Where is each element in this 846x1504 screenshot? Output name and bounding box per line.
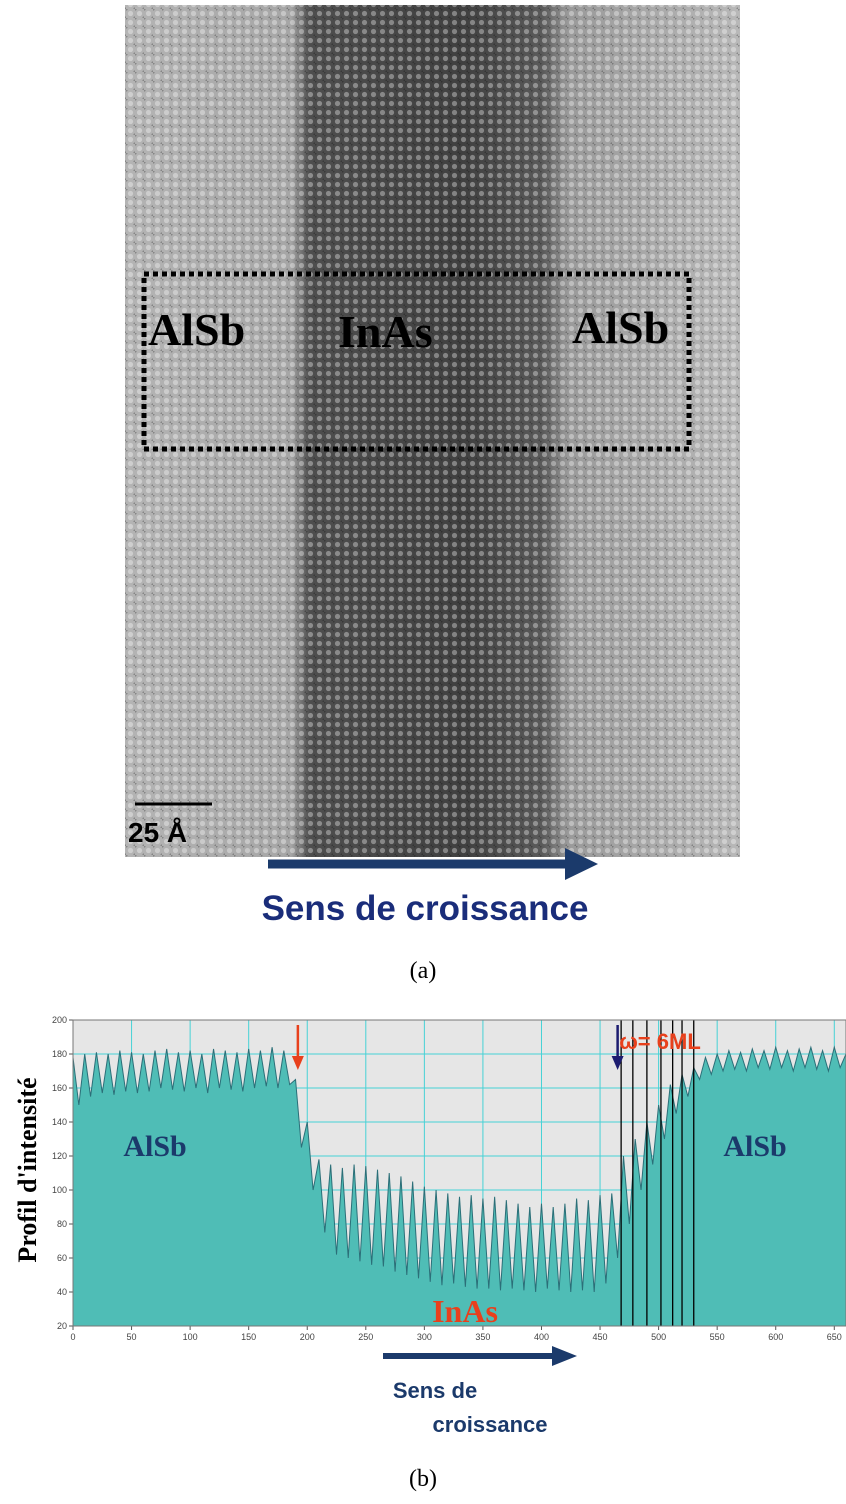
x-tick-label: 150	[241, 1332, 256, 1342]
direction-label: Sens de	[393, 1378, 477, 1403]
y-tick-label: 160	[52, 1083, 67, 1093]
width-label: ω= 6ML	[619, 1029, 701, 1054]
lattice-texture	[125, 5, 740, 857]
layer-label: AlSb	[148, 304, 245, 355]
y-tick-label: 100	[52, 1185, 67, 1195]
arrow-head	[565, 848, 598, 880]
marker-arrow-head	[291, 1056, 304, 1070]
x-tick-label: 400	[534, 1332, 549, 1342]
marker-arrow-head	[611, 1056, 624, 1070]
x-tick-label: 100	[183, 1332, 198, 1342]
chart: 20 40 60 80 100 120 140 160 180 200 0 50 100 150 200 25…	[13, 1015, 846, 1492]
layer-label: InAs	[338, 306, 433, 357]
arrow-head	[552, 1346, 577, 1366]
panel-label: (a)	[410, 958, 437, 984]
region-label: InAs	[432, 1293, 498, 1329]
x-tick-label: 200	[300, 1332, 315, 1342]
layer-label: AlSb	[572, 302, 669, 353]
y-tick-label: 60	[57, 1253, 67, 1263]
y-tick-label: 140	[52, 1117, 67, 1127]
x-tick-label: 350	[475, 1332, 490, 1342]
x-tick-label: 650	[827, 1332, 842, 1342]
panel-label: (b)	[409, 1466, 437, 1492]
profile-line	[72, 1045, 846, 1293]
region-label: AlSb	[123, 1130, 186, 1163]
y-tick-label: 40	[57, 1287, 67, 1297]
x-tick-label: 600	[768, 1332, 783, 1342]
plot-frame	[72, 1019, 846, 1327]
x-tick-label: 300	[417, 1332, 432, 1342]
x-tick-label: 250	[358, 1332, 373, 1342]
selection-box	[141, 271, 692, 452]
x-tick-label: 0	[70, 1332, 75, 1342]
y-tick-label: 200	[52, 1015, 67, 1025]
x-tick-label: 500	[651, 1332, 666, 1342]
caption: Sens de croissance	[262, 889, 589, 928]
y-tick-label: 80	[57, 1219, 67, 1229]
x-tick-label: 550	[710, 1332, 725, 1342]
direction-label: croissance	[433, 1412, 548, 1437]
x-tick-label: 450	[593, 1332, 608, 1342]
area	[73, 1047, 846, 1326]
y-tick-label: 20	[57, 1321, 67, 1331]
y-tick-label: 180	[52, 1049, 67, 1059]
scale-label: 25 Å	[128, 817, 187, 848]
y-tick-label: 120	[52, 1151, 67, 1161]
region-label: AlSb	[723, 1130, 786, 1163]
y-axis-label: Profil d'intensité	[13, 1077, 42, 1262]
x-tick-label: 50	[127, 1332, 137, 1342]
